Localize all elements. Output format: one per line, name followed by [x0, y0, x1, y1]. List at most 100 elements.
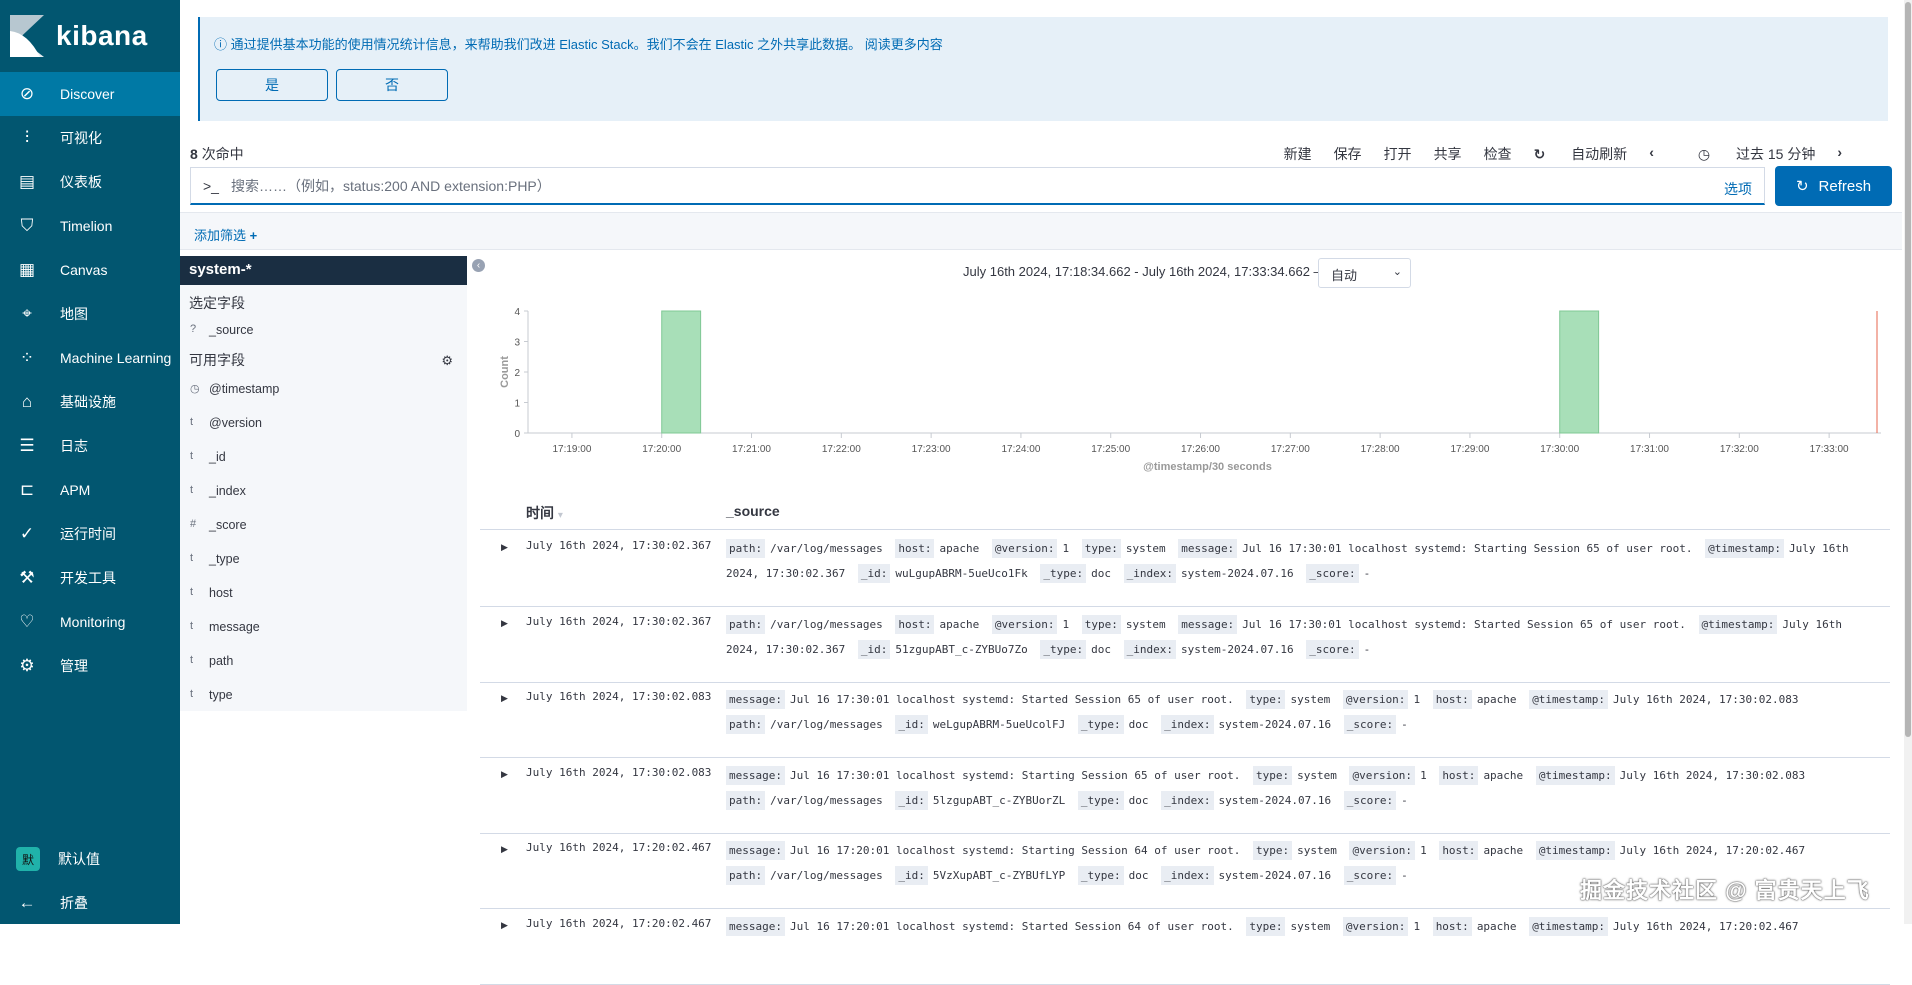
infrastructure-icon: ⌂ — [21, 392, 33, 411]
inspect-button[interactable]: 检查 — [1483, 146, 1512, 162]
sidebar-item-基础设施[interactable]: ⌂ 基础设施 — [0, 380, 180, 424]
telemetry-banner: ⓘ 通过提供基本功能的使用情况统计信息，来帮助我们改进 Elastic Stac… — [198, 17, 1888, 121]
sidebar-item-discover[interactable]: ⊘ Discover — [0, 72, 180, 116]
interval-select[interactable]: 自动 ⌄ — [1318, 258, 1411, 288]
histogram-bar — [1559, 310, 1600, 434]
new-button[interactable]: 新建 — [1283, 146, 1312, 162]
sidebar-item-开发工具[interactable]: ⚒ 开发工具 — [0, 556, 180, 600]
yes-button[interactable]: 是 — [216, 69, 328, 101]
sidebar-item-label: Discover — [60, 86, 115, 102]
source-field-key: _type: — [1077, 715, 1124, 734]
gear-icon[interactable]: ⚙ — [441, 353, 453, 368]
y-axis-title: Count — [499, 356, 511, 388]
sidebar-item-monitoring[interactable]: ♡ Monitoring — [0, 600, 180, 644]
row-time: July 16th 2024, 17:30:02.083 — [526, 765, 712, 779]
share-button[interactable]: 共享 — [1433, 146, 1462, 162]
index-pattern-selector[interactable]: system-* — [180, 256, 467, 285]
banner-message: ⓘ 通过提供基本功能的使用情况统计信息，来帮助我们改进 Elastic Stac… — [214, 34, 943, 53]
auto-refresh-button[interactable]: ↻ 自动刷新 — [1534, 144, 1628, 164]
source-field-value: Jul 16 17:30:01 localhost systemd: Start… — [1242, 542, 1693, 555]
sidebar-item-machine-learning[interactable]: ⁘ Machine Learning — [0, 336, 180, 380]
field-item[interactable]: ? _source — [190, 323, 253, 337]
x-tick-label: 17:29:00 — [1450, 444, 1489, 455]
sidebar-item-可视化[interactable]: ⫶ 可视化 — [0, 116, 180, 160]
source-field-key: _index: — [1123, 564, 1177, 583]
field-item[interactable]: t @version — [190, 416, 262, 430]
space-selector[interactable]: 默 默认值 — [0, 837, 180, 881]
row-time: July 16th 2024, 17:30:02.083 — [526, 690, 712, 703]
field-name: @version — [209, 416, 262, 430]
expand-row-icon[interactable]: ▶ — [501, 693, 508, 703]
source-field-key: _id: — [857, 639, 891, 659]
open-button[interactable]: 打开 — [1383, 146, 1412, 162]
expand-row-icon[interactable]: ▶ — [501, 768, 508, 779]
field-item[interactable]: t _index — [190, 484, 246, 498]
sidebar-item-label: Monitoring — [60, 614, 126, 630]
refresh-button[interactable]: ↻ Refresh — [1775, 166, 1892, 206]
refresh-label: Refresh — [1818, 177, 1872, 195]
time-picker[interactable]: ◷ 过去 15 分钟 — [1676, 144, 1815, 164]
field-item[interactable]: t message — [190, 620, 260, 634]
add-filter-button[interactable]: 添加筛选 + — [194, 225, 257, 244]
source-field-key: @timestamp: — [1535, 841, 1615, 860]
field-item[interactable]: t host — [190, 586, 233, 600]
row-source: message: Jul 16 17:30:01 localhost system… — [726, 763, 1876, 813]
source-field-key: @timestamp: — [1529, 690, 1609, 709]
source-field-value: 1 — [1413, 693, 1421, 706]
field-type-icon: # — [190, 518, 197, 530]
sidebar-item-timelion[interactable]: ⛉ Timelion — [0, 204, 180, 248]
source-field-value: system-2024.07.16 — [1181, 567, 1294, 580]
x-tick-label: 17:28:00 — [1361, 444, 1400, 455]
table-row: ▶ July 16th 2024, 17:30:02.367 path:/var/l… — [480, 531, 1890, 607]
no-button[interactable]: 否 — [336, 69, 448, 101]
sidebar-item-管理[interactable]: ⚙ 管理 — [0, 644, 180, 688]
source-field-key: path: — [726, 614, 766, 634]
time-column-header[interactable]: 时间 ▾ — [526, 503, 563, 523]
time-next-button[interactable]: › — [1837, 144, 1842, 160]
collapse-button[interactable]: ← 折叠 — [0, 881, 180, 925]
collapse-sidebar-icon[interactable]: ‹ — [472, 259, 485, 272]
field-item[interactable]: # _score — [190, 518, 247, 532]
expand-row-icon[interactable]: ▶ — [501, 844, 508, 854]
source-field-value: /var/log/messages — [770, 718, 883, 731]
sidebar-item-运行时间[interactable]: ✓ 运行时间 — [0, 512, 180, 556]
sidebar-item-日志[interactable]: ☰ 日志 — [0, 424, 180, 468]
table-row: ▶ July 16th 2024, 17:30:02.083 message: Jul… — [480, 758, 1890, 834]
x-tick-label: 17:23:00 — [912, 444, 951, 455]
sidebar-item-apm[interactable]: ⊏ APM — [0, 468, 180, 512]
field-item[interactable]: t _id — [190, 450, 226, 464]
source-field-key: _score: — [1306, 639, 1359, 659]
field-name: path — [209, 654, 234, 668]
source-field-value: July 16th 2024, 17:30:02.083 — [1619, 768, 1806, 782]
field-item[interactable]: t _type — [190, 552, 240, 566]
expand-row-icon[interactable]: ▶ — [501, 919, 508, 930]
y-tick-label: 4 — [514, 307, 520, 318]
uptime-icon: ✓ — [19, 524, 35, 543]
kibana-logo[interactable]: kibana — [0, 0, 180, 72]
source-field-value: Jul 16 17:20:01 localhost systemd: Start… — [789, 919, 1234, 933]
save-button[interactable]: 保存 — [1333, 146, 1362, 162]
sidebar-item-canvas[interactable]: ▦ Canvas — [0, 248, 180, 292]
sidebar-item-仪表板[interactable]: ▤ 仪表板 — [0, 160, 180, 204]
field-item[interactable]: t type — [190, 688, 233, 702]
search-input[interactable] — [231, 174, 1631, 198]
sidebar-item-地图[interactable]: ⌖ 地图 — [0, 292, 180, 336]
source-field-value: 51zgupABT_c-ZYBUo7Zo — [895, 642, 1028, 656]
sidebar-item-label: 地图 — [60, 306, 88, 322]
sidebar-item-label: Machine Learning — [60, 350, 172, 366]
time-prev-button[interactable]: ‹ — [1649, 144, 1654, 160]
field-item[interactable]: t path — [190, 654, 233, 668]
scrollbar-thumb[interactable] — [1905, 2, 1911, 737]
row-source: path: /var/log/messages host: apache @vers… — [726, 612, 1876, 662]
y-tick-label: 1 — [514, 399, 520, 410]
field-name: host — [209, 586, 233, 600]
options-link[interactable]: 选项 — [1724, 181, 1752, 197]
source-field-value: 5VzXupABT_c-ZYBUfLYP — [932, 869, 1066, 882]
expand-row-icon[interactable]: ▶ — [501, 542, 508, 552]
source-field-value: 1 — [1062, 617, 1070, 631]
expand-row-icon[interactable]: ▶ — [501, 617, 508, 628]
field-item[interactable]: ◷ @timestamp — [190, 382, 279, 396]
x-tick-label: 17:27:00 — [1271, 444, 1310, 455]
source-field-value: apache — [939, 617, 980, 631]
source-field-key: host: — [1439, 765, 1479, 785]
